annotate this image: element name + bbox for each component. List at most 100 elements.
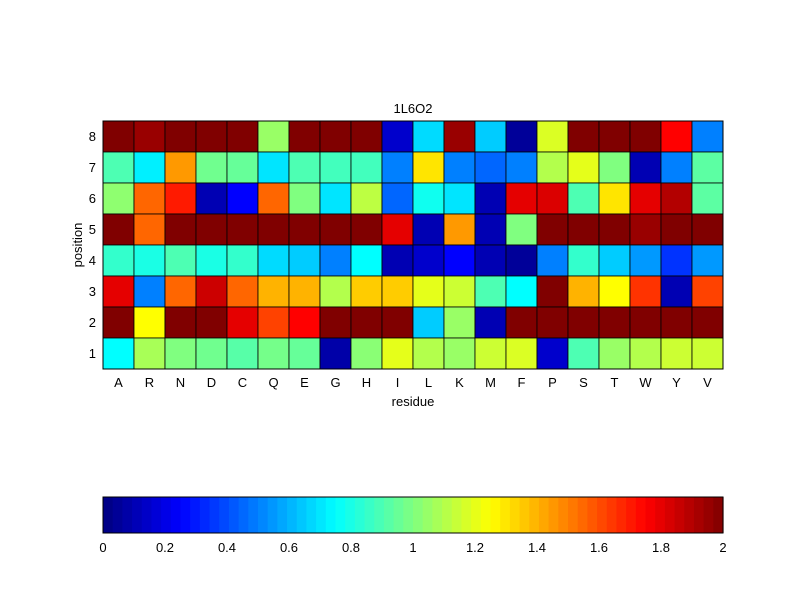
y-tick-label: 3 [89,284,96,299]
colorbar-band [664,497,676,533]
colorbar-band [713,497,724,533]
colorbar-tick-labels: 0 0.2 0.4 0.6 0.8 1 1.2 1.4 1.6 1.8 2 [99,540,726,555]
heatmap-cell [598,213,631,246]
colorbar-band [316,497,327,533]
heatmap-cell [660,213,693,246]
x-tick-label: Q [268,375,278,390]
heatmap-cell [133,151,166,184]
heatmap-cell [660,275,693,308]
colorbar-tick-label: 2 [719,540,726,555]
heatmap-cell [598,306,631,339]
x-tick-label: W [639,375,652,390]
heatmap-cell [133,275,166,308]
heatmap-cell [257,337,290,370]
heatmap-cell [288,120,321,153]
colorbar [103,497,724,533]
colorbar-band [471,497,482,533]
colorbar-band [490,497,501,533]
heatmap-cell [629,151,662,184]
heatmap-cell [536,306,569,339]
heatmap-cell [505,337,538,370]
heatmap-cell [164,213,197,246]
colorbar-band [325,497,337,533]
colorbar-band [277,497,288,533]
heatmap-cell [226,182,259,215]
colorbar-band [238,497,249,533]
heatmap-cell [133,244,166,277]
colorbar-band [190,497,201,533]
heatmap-cell [412,151,445,184]
colorbar-band [228,497,240,533]
heatmap-cell [474,213,507,246]
heatmap-cell [381,337,414,370]
heatmap-cell [319,120,352,153]
heatmap-cell [629,306,662,339]
heatmap-cell [536,244,569,277]
heatmap-cell [288,213,321,246]
colorbar-band [432,497,443,533]
heatmap-cell [226,306,259,339]
x-tick-label: I [396,375,400,390]
colorbar-band [170,497,182,533]
colorbar-band [248,497,259,533]
heatmap-cell [164,306,197,339]
heatmap-cell [443,213,476,246]
heatmap-cell [567,182,600,215]
heatmap-cell [257,306,290,339]
heatmap-cell [474,306,507,339]
heatmap-cell [226,244,259,277]
heatmap-cell [381,275,414,308]
heatmap-cell [195,213,228,246]
heatmap-cell [164,337,197,370]
colorbar-band [587,497,598,533]
heatmap-cell [226,337,259,370]
colorbar-band [509,497,521,533]
heatmap-cell [474,244,507,277]
y-axis-label: position [70,223,85,268]
heatmap-cell [319,151,352,184]
heatmap-cell [567,306,600,339]
heatmap-cell [660,306,693,339]
heatmap-cell [350,120,383,153]
colorbar-band [296,497,308,533]
y-tick-label: 8 [89,129,96,144]
heatmap-cell [288,244,321,277]
y-tick-label: 4 [89,253,96,268]
heatmap-cell [195,120,228,153]
heatmap-cell [536,275,569,308]
colorbar-band [616,497,627,533]
colorbar-band [403,497,414,533]
heatmap-cell [164,182,197,215]
heatmap-cell [381,306,414,339]
colorbar-band [287,497,298,533]
heatmap-cell [102,151,135,184]
heatmap-cell [288,182,321,215]
heatmap-cell [319,275,352,308]
colorbar-band [345,497,356,533]
heatmap-cell [691,213,724,246]
heatmap-cell [226,151,259,184]
heatmap-cell [691,120,724,153]
heatmap-cell [598,337,631,370]
heatmap-cell [133,213,166,246]
heatmap-cell [412,182,445,215]
colorbar-band [132,497,143,533]
heatmap-cell [598,182,631,215]
colorbar-band [151,497,162,533]
heatmap-cell [257,275,290,308]
x-tick-label: H [362,375,371,390]
x-tick-label: E [300,375,309,390]
heatmap-cell [412,244,445,277]
x-axis-label: residue [392,394,435,409]
heatmap-cell [536,120,569,153]
heatmap-cell [691,244,724,277]
heatmap-cell [195,337,228,370]
heatmap-cell [629,275,662,308]
heatmap-cell [443,275,476,308]
heatmap-cell [412,213,445,246]
heatmap-cell [412,306,445,339]
colorbar-tick-label: 1.8 [652,540,670,555]
heatmap-cell [505,244,538,277]
heatmap-cell [164,244,197,277]
